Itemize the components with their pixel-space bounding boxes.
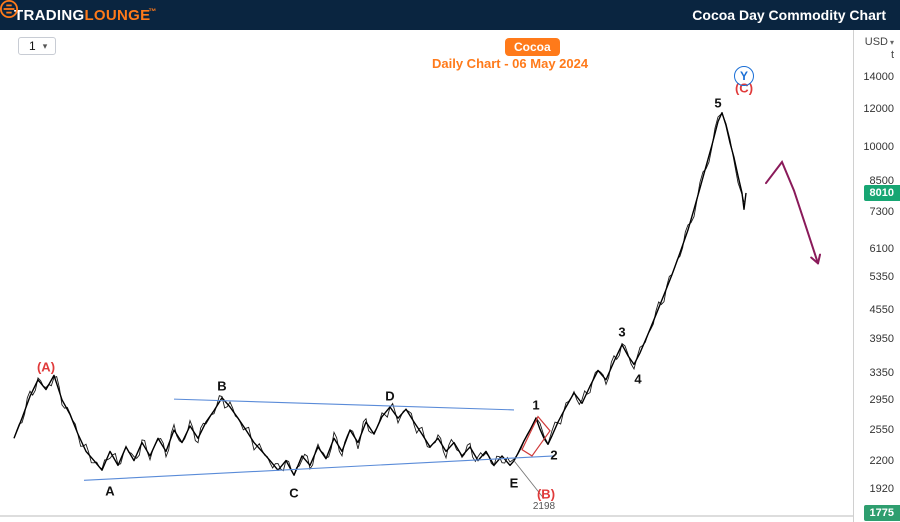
y-unit-sub: t <box>891 49 894 61</box>
y-tick: 3350 <box>870 367 894 379</box>
y-axis: USD▾ t 140001200010000850073006100535045… <box>853 30 900 522</box>
brand-word-2: LOUNGE <box>84 7 150 24</box>
y-axis-unit[interactable]: USD▾ t <box>865 36 894 62</box>
y-tick: 2550 <box>870 424 894 436</box>
y-tick: 4550 <box>870 304 894 316</box>
top-bar: TRADINGLOUNGE™ Cocoa Day Commodity Chart <box>0 0 900 30</box>
brand-text: TRADINGLOUNGE™ <box>14 7 159 24</box>
plot-svg <box>0 30 854 522</box>
plot-region[interactable]: (A)ABCDE(B)12345(C)Y2198 <box>0 30 854 522</box>
chart-area: 1 ▾ Cocoa Daily Chart - 06 May 2024 (A)A… <box>0 30 900 522</box>
y-tick: 7300 <box>870 206 894 218</box>
y-tick: 14000 <box>863 71 894 83</box>
header-title: Cocoa Day Commodity Chart <box>692 7 886 23</box>
brand-icon <box>0 0 18 18</box>
y-tick: 12000 <box>863 103 894 115</box>
y-tick: 10000 <box>863 141 894 153</box>
app-frame: TRADINGLOUNGE™ Cocoa Day Commodity Chart… <box>0 0 900 522</box>
y-tick: 2950 <box>870 394 894 406</box>
chevron-down-icon: ▾ <box>890 38 894 47</box>
brand: TRADINGLOUNGE™ <box>14 7 159 24</box>
y-unit-main: USD <box>865 36 888 48</box>
callout-value: 2198 <box>533 501 555 512</box>
brand-tm: ™ <box>148 7 156 16</box>
y-tick: 6100 <box>870 243 894 255</box>
y-current-badge: 8010 <box>864 185 900 201</box>
brand-word-1: TRADING <box>14 7 84 24</box>
y-footer-badge: 1775 <box>864 505 900 521</box>
y-tick: 5350 <box>870 271 894 283</box>
y-tick: 1920 <box>870 483 894 495</box>
y-tick: 2200 <box>870 455 894 467</box>
y-tick: 3950 <box>870 333 894 345</box>
